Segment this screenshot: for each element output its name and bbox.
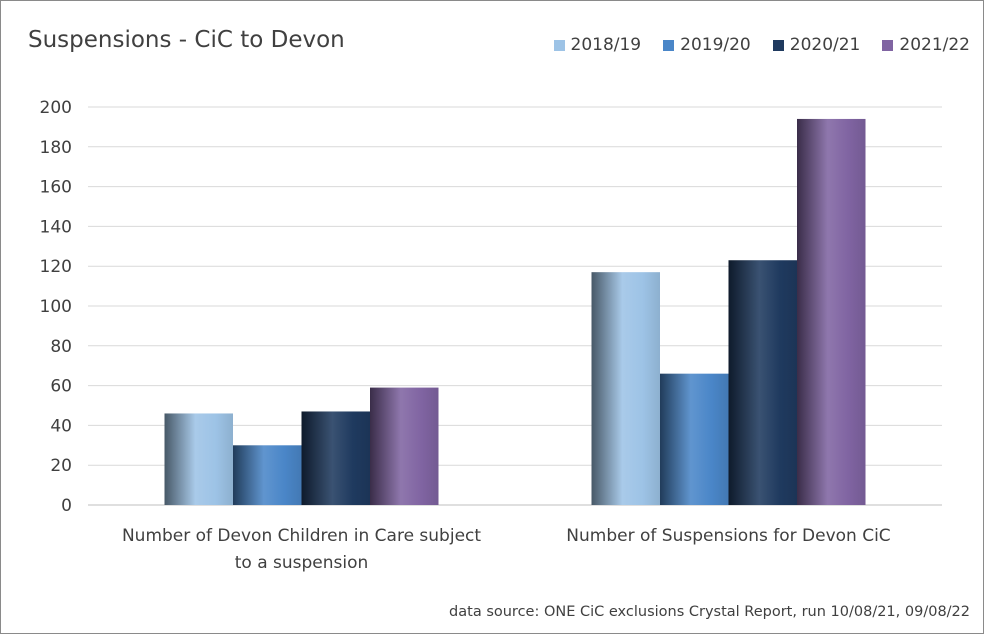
legend-label: 2019/20	[680, 35, 751, 55]
chart-title: Suspensions - CiC to Devon	[28, 27, 345, 53]
legend-item: 2021/22	[882, 35, 970, 55]
legend-swatch	[772, 39, 784, 51]
legend-swatch	[663, 39, 675, 51]
legend-label: 2020/21	[789, 35, 861, 55]
y-tick-label: 0	[61, 496, 72, 516]
y-tick-label: 20	[50, 456, 72, 476]
legend-item: 2020/21	[772, 35, 861, 55]
legend-swatch	[553, 39, 565, 51]
y-tick-label: 100	[40, 297, 72, 317]
bar-2020-21-cat1	[301, 411, 370, 505]
chart-legend: 2018/19 2019/20 2020/21 2021/22	[553, 35, 970, 55]
legend-label: 2021/22	[899, 35, 970, 55]
legend-item: 2018/19	[553, 35, 642, 55]
data-source-note: data source: ONE CiC exclusions Crystal …	[449, 604, 970, 620]
y-tick-label: 120	[40, 257, 72, 277]
y-tick-label: 180	[40, 138, 72, 158]
x-category-label: Number of Suspensions for Devon CiC	[566, 526, 890, 546]
y-tick-label: 140	[40, 217, 72, 237]
bar-2021-22-cat1	[370, 387, 439, 505]
bar-2019-20-cat2	[660, 373, 729, 505]
y-tick-label: 40	[50, 416, 72, 436]
bar-2021-22-cat2	[797, 118, 866, 505]
y-tick-label: 60	[50, 377, 72, 397]
x-category-label: Number of Devon Children in Care subject	[122, 526, 481, 546]
y-tick-label: 160	[40, 178, 72, 198]
legend-swatch	[882, 39, 894, 51]
y-tick-label: 200	[40, 98, 72, 118]
y-tick-label: 80	[50, 337, 72, 357]
x-category-label: to a suspension	[235, 553, 369, 573]
legend-item: 2019/20	[663, 35, 751, 55]
bar-2018-19-cat1	[164, 413, 233, 505]
bar-2020-21-cat2	[728, 260, 797, 505]
legend-label: 2018/19	[570, 35, 642, 55]
bar-2019-20-cat1	[233, 445, 302, 505]
bar-2018-19-cat2	[591, 272, 660, 505]
